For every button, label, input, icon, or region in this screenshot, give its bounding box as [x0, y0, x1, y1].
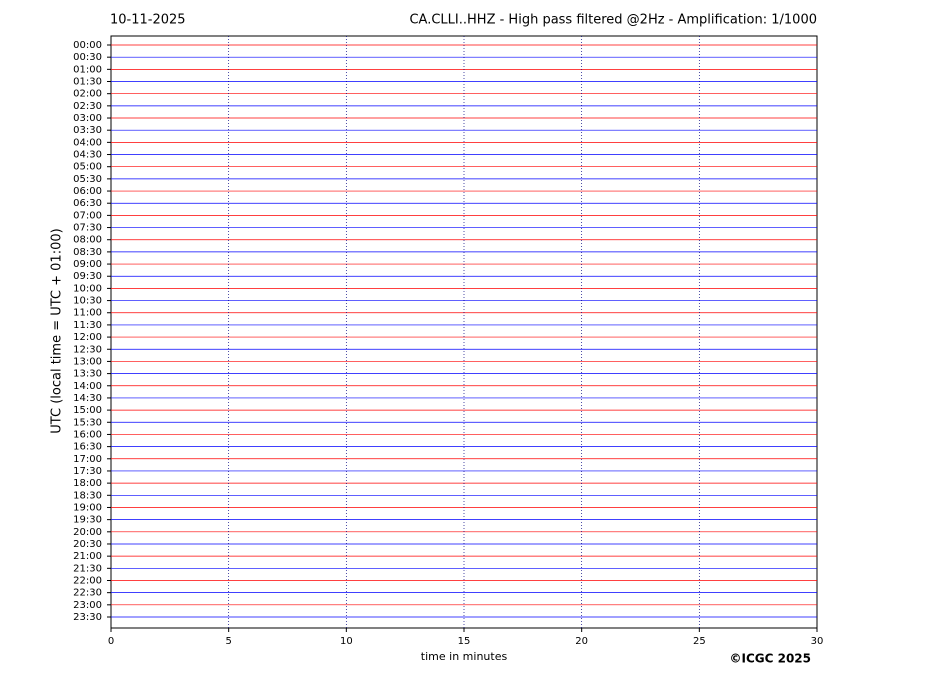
y-tick-label: 01:00: [73, 64, 102, 75]
x-tick-label: 0: [108, 636, 114, 647]
y-tick-label: 04:30: [73, 150, 102, 161]
y-tick-label: 10:00: [73, 283, 102, 294]
x-tick-label: 5: [225, 636, 231, 647]
x-tick-label: 10: [340, 636, 353, 647]
x-axis-label: time in minutes: [421, 650, 508, 663]
y-tick-label: 14:00: [73, 381, 102, 392]
y-tick-label: 18:30: [73, 490, 102, 501]
y-tick-label: 19:00: [73, 502, 102, 513]
y-tick-label: 06:00: [73, 186, 102, 197]
y-tick-label: 03:30: [73, 125, 102, 136]
y-tick-label: 01:30: [73, 77, 102, 88]
y-tick-label: 03:00: [73, 113, 102, 124]
y-tick-label: 17:00: [73, 454, 102, 465]
y-tick-label: 23:30: [73, 612, 102, 623]
y-tick-label: 10:30: [73, 296, 102, 307]
y-tick-label: 18:00: [73, 478, 102, 489]
y-tick-label: 22:00: [73, 575, 102, 586]
credit: ©ICGC 2025: [729, 652, 811, 666]
y-tick-label: 13:00: [73, 356, 102, 367]
y-tick-label: 20:00: [73, 527, 102, 538]
y-tick-label: 00:00: [73, 40, 102, 51]
y-tick-label: 11:30: [73, 320, 102, 331]
y-tick-label: 16:00: [73, 429, 102, 440]
y-tick-label: 11:00: [73, 308, 102, 319]
y-tick-label: 09:00: [73, 259, 102, 270]
y-tick-label: 08:00: [73, 235, 102, 246]
y-tick-label: 08:30: [73, 247, 102, 258]
y-tick-label: 21:00: [73, 551, 102, 562]
y-tick-label: 15:30: [73, 417, 102, 428]
y-tick-label: 07:00: [73, 210, 102, 221]
x-tick-label: 30: [811, 636, 824, 647]
y-tick-label: 12:00: [73, 332, 102, 343]
x-tick-label: 20: [575, 636, 588, 647]
x-tick-label: 15: [458, 636, 471, 647]
y-tick-label: 16:30: [73, 442, 102, 453]
y-tick-label: 21:30: [73, 563, 102, 574]
y-tick-label: 23:00: [73, 600, 102, 611]
y-tick-label: 17:30: [73, 466, 102, 477]
chart-date: 10-11-2025: [110, 13, 186, 28]
y-tick-label: 20:30: [73, 539, 102, 550]
y-tick-label: 14:30: [73, 393, 102, 404]
y-tick-label: 13:30: [73, 369, 102, 380]
y-tick-label: 00:30: [73, 52, 102, 63]
chart-title: CA.CLLI..HHZ - High pass filtered @2Hz -…: [409, 13, 817, 28]
y-axis-label: UTC (local time = UTC + 01:00): [50, 228, 65, 433]
plot-frame: [110, 35, 818, 629]
y-tick-label: 04:00: [73, 137, 102, 148]
y-tick-label: 07:30: [73, 223, 102, 234]
y-tick-label: 05:00: [73, 162, 102, 173]
y-tick-label: 02:30: [73, 101, 102, 112]
y-tick-label: 09:30: [73, 271, 102, 282]
y-tick-label: 12:30: [73, 344, 102, 355]
x-tick-label: 25: [693, 636, 706, 647]
y-tick-label: 19:30: [73, 515, 102, 526]
y-tick-label: 05:30: [73, 174, 102, 185]
y-tick-label: 22:30: [73, 588, 102, 599]
y-tick-label: 06:30: [73, 198, 102, 209]
y-tick-label: 15:00: [73, 405, 102, 416]
y-tick-label: 02:00: [73, 89, 102, 100]
